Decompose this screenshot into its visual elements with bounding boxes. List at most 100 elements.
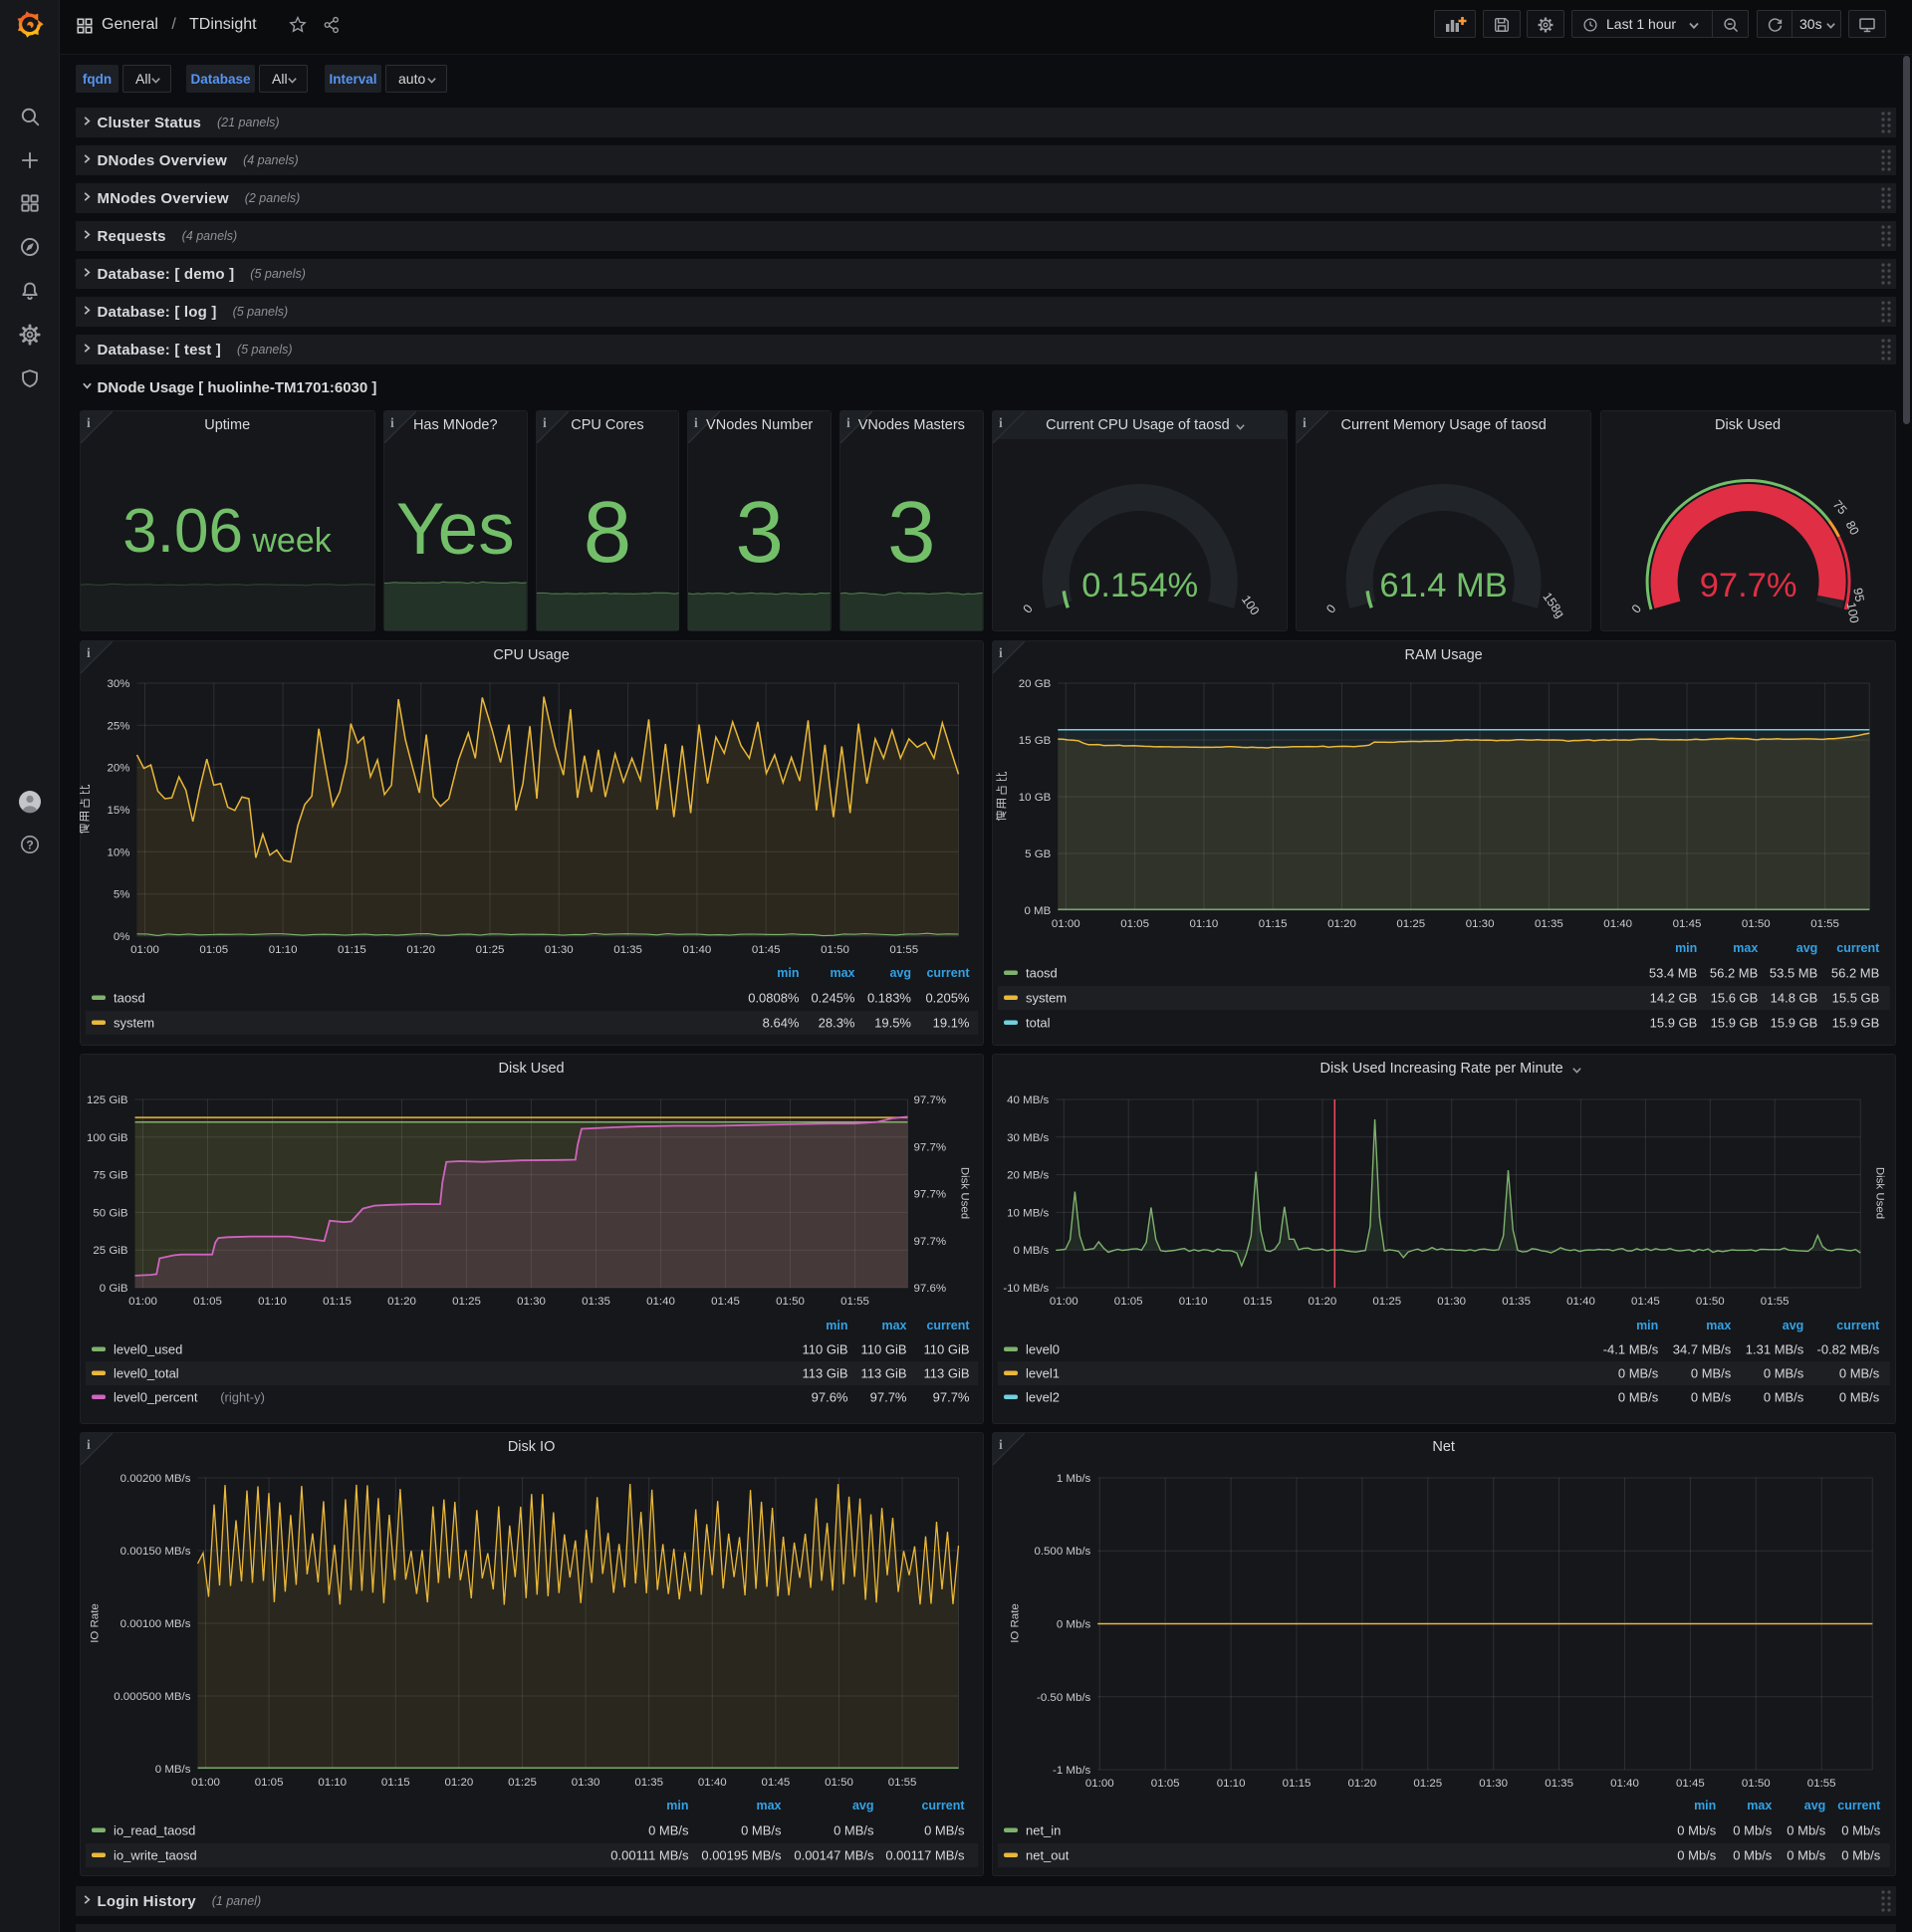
svg-text:i: i [543, 415, 547, 430]
svg-text:53.5 MB: 53.5 MB [1770, 965, 1817, 980]
svg-text:01:20: 01:20 [387, 1296, 416, 1308]
svg-text:15%: 15% [107, 805, 129, 817]
svg-text:01:45: 01:45 [1672, 918, 1701, 930]
svg-text:0 MB/s: 0 MB/s [1764, 1365, 1804, 1380]
svg-text:0 MB: 0 MB [1024, 905, 1051, 917]
svg-text:system: system [1026, 990, 1067, 1005]
svg-text:01:00: 01:00 [191, 1777, 220, 1789]
svg-text:20%: 20% [107, 763, 129, 775]
svg-text:01:35: 01:35 [1502, 1296, 1531, 1308]
svg-text:75 GiB: 75 GiB [93, 1170, 127, 1182]
svg-text:15.9 GB: 15.9 GB [1831, 1015, 1879, 1030]
svg-text:01:50: 01:50 [821, 944, 849, 956]
svg-text:113 GiB: 113 GiB [923, 1365, 969, 1380]
svg-text:current: current [1836, 941, 1879, 955]
svg-text:0 Mb/s: 0 Mb/s [1677, 1847, 1716, 1862]
svg-text:0.183%: 0.183% [866, 990, 910, 1005]
svg-text:max: max [830, 966, 854, 980]
svg-text:level0_percent: level0_percent [113, 1389, 197, 1404]
svg-text:01:45: 01:45 [761, 1777, 790, 1789]
svg-text:i: i [999, 645, 1003, 660]
svg-text:15.9 GB: 15.9 GB [1649, 1015, 1697, 1030]
svg-text:system: system [113, 1015, 153, 1030]
svg-text:50 GiB: 50 GiB [93, 1207, 127, 1219]
svg-text:110 GiB: 110 GiB [860, 1341, 906, 1356]
svg-text:01:10: 01:10 [268, 944, 297, 956]
svg-text:01:40: 01:40 [646, 1296, 675, 1308]
svg-text:max: max [756, 1799, 781, 1812]
svg-text:min: min [1636, 1319, 1658, 1332]
svg-text:i: i [390, 415, 394, 430]
svg-text:net_in: net_in [1026, 1822, 1061, 1837]
svg-text:Disk Used: Disk Used [958, 1167, 970, 1219]
svg-text:100: 100 [1239, 593, 1262, 617]
svg-text:max: max [1747, 1799, 1772, 1812]
svg-text:01:25: 01:25 [508, 1777, 537, 1789]
svg-text:01:30: 01:30 [544, 944, 573, 956]
svg-text:113 GiB: 113 GiB [860, 1365, 906, 1380]
svg-text:01:30: 01:30 [1479, 1778, 1508, 1790]
svg-text:io_write_taosd: io_write_taosd [113, 1847, 196, 1862]
svg-text:01:50: 01:50 [825, 1777, 853, 1789]
svg-text:level1: level1 [1026, 1365, 1060, 1380]
svg-text:-4.1 MB/s: -4.1 MB/s [1602, 1341, 1658, 1356]
svg-text:5 GB: 5 GB [1025, 848, 1052, 860]
svg-text:0.154%: 0.154% [1081, 567, 1198, 604]
svg-text:01:10: 01:10 [318, 1777, 347, 1789]
svg-text:0 MB/s: 0 MB/s [1764, 1389, 1804, 1404]
svg-text:01:05: 01:05 [1151, 1778, 1180, 1790]
svg-text:01:35: 01:35 [634, 1777, 663, 1789]
svg-text:01:25: 01:25 [475, 944, 504, 956]
svg-text:01:00: 01:00 [128, 1296, 157, 1308]
svg-text:01:10: 01:10 [258, 1296, 287, 1308]
svg-text:min: min [666, 1799, 688, 1812]
svg-text:97.7%: 97.7% [932, 1389, 969, 1404]
svg-text:53.4 MB: 53.4 MB [1649, 965, 1697, 980]
svg-text:01:55: 01:55 [1761, 1296, 1790, 1308]
svg-text:0 Mb/s: 0 Mb/s [1841, 1822, 1880, 1837]
svg-text:01:40: 01:40 [697, 1777, 726, 1789]
svg-text:i: i [694, 415, 698, 430]
svg-text:0 MB/s: 0 MB/s [1691, 1389, 1732, 1404]
svg-text:25%: 25% [107, 720, 129, 732]
svg-text:61.4 MB: 61.4 MB [1379, 567, 1507, 604]
svg-text:0.0808%: 0.0808% [748, 990, 800, 1005]
svg-text:97.7%: 97.7% [913, 1236, 946, 1248]
svg-text:min: min [826, 1319, 847, 1332]
svg-text:15.9 GB: 15.9 GB [1770, 1015, 1817, 1030]
svg-text:01:20: 01:20 [1327, 918, 1356, 930]
svg-text:taosd: taosd [113, 990, 144, 1005]
svg-text:min: min [1694, 1799, 1716, 1812]
svg-text:01:10: 01:10 [1178, 1296, 1207, 1308]
svg-text:01:40: 01:40 [682, 944, 711, 956]
svg-text:level0: level0 [1026, 1341, 1060, 1356]
svg-text:01:20: 01:20 [444, 1777, 473, 1789]
svg-text:30%: 30% [107, 678, 129, 690]
svg-text:01:55: 01:55 [1810, 918, 1839, 930]
svg-text:i: i [87, 1437, 91, 1452]
svg-text:Disk Used: Disk Used [1873, 1167, 1885, 1219]
svg-text:01:25: 01:25 [452, 1296, 481, 1308]
svg-text:01:35: 01:35 [1535, 918, 1563, 930]
svg-text:56.2 MB: 56.2 MB [1831, 965, 1879, 980]
svg-text:19.5%: 19.5% [874, 1015, 911, 1030]
svg-text:01:10: 01:10 [1189, 918, 1218, 930]
svg-text:0.00111 MB/s: 0.00111 MB/s [610, 1847, 689, 1862]
svg-text:01:20: 01:20 [1347, 1778, 1376, 1790]
svg-text:97.7%: 97.7% [913, 1094, 946, 1106]
svg-text:i: i [87, 645, 91, 660]
svg-text:100: 100 [1843, 602, 1860, 624]
svg-text:01:15: 01:15 [380, 1777, 409, 1789]
svg-text:?: ? [26, 838, 33, 851]
svg-text:158g: 158g [1541, 590, 1567, 620]
svg-text:125 GiB: 125 GiB [86, 1094, 127, 1106]
svg-text:0 MB/s: 0 MB/s [1013, 1245, 1049, 1257]
svg-text:max: max [1733, 941, 1758, 955]
svg-text:0 MB/s: 0 MB/s [741, 1822, 782, 1837]
svg-text:56.2 MB: 56.2 MB [1710, 965, 1758, 980]
svg-text:0.00195 MB/s: 0.00195 MB/s [701, 1847, 782, 1862]
svg-text:15.9 GB: 15.9 GB [1710, 1015, 1758, 1030]
svg-text:01:30: 01:30 [1465, 918, 1494, 930]
svg-text:max: max [881, 1319, 906, 1332]
svg-text:0 Mb/s: 0 Mb/s [1733, 1847, 1772, 1862]
